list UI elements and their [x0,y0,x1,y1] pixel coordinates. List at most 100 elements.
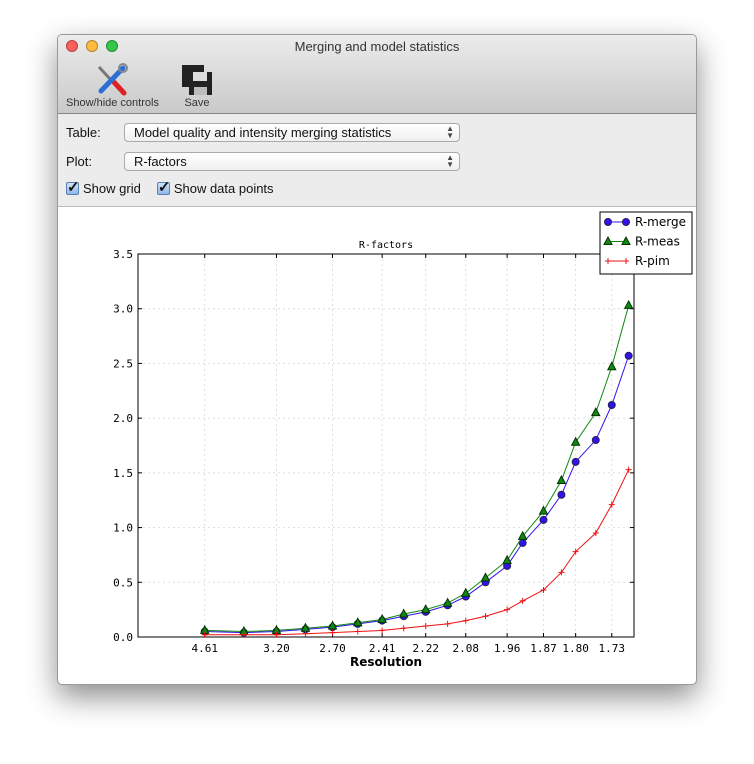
show-data-points-checkbox[interactable]: Show data points [156,178,274,196]
data-point-r-meas [538,505,549,515]
data-point-r-merge [539,515,548,524]
data-point-r-pim [354,628,361,635]
data-point-r-merge [607,401,616,410]
data-point-r-meas [460,587,471,597]
show-data-points-label: Show data points [173,181,274,196]
data-point-r-merge [591,436,600,445]
data-point-r-pim [519,597,526,604]
data-point-r-pim [625,466,632,473]
legend-marker-r-pim [605,258,611,264]
plot-frame [137,253,635,638]
data-point-r-meas [556,474,567,485]
data-point-r-pim [273,631,280,638]
show-hide-controls-button[interactable]: Show/hide controls [66,63,159,109]
data-point-r-pim [558,569,565,576]
data-point-r-pim [379,627,386,634]
y-tick-label: 3.0 [113,303,133,316]
y-tick-label: 1.0 [113,522,133,535]
data-point-r-meas [623,299,634,309]
x-tick-label: 1.73 [599,642,626,655]
series-line-r-pim [204,469,630,636]
table-label: Table: [66,124,101,140]
data-point-r-meas [398,608,409,618]
title-bar: Merging and model statistics Show/hide c… [58,35,696,114]
data-point-r-meas [606,361,617,371]
show-grid-checkbox[interactable]: Show grid [66,178,141,196]
y-tick-label: 2.5 [113,357,133,370]
data-point-r-pim [240,631,247,638]
data-point-r-meas [517,530,528,540]
x-tick-label: 2.70 [319,642,346,655]
legend-marker-r-meas [603,235,613,245]
legend-marker-r-pim [623,258,629,264]
data-point-r-pim [504,606,511,613]
data-point-r-pim [540,586,547,593]
data-point-r-pim [462,617,469,624]
updown-arrows-icon: ▲ ▼ [446,152,454,169]
legend-label: R-merge [635,215,686,229]
plot-label: Plot: [66,153,93,169]
show-grid-label: Show grid [83,181,141,196]
controls-panel: Table: Model quality and intensity mergi… [58,114,696,207]
y-tick-label: 0.0 [113,631,133,644]
data-point-r-meas [502,554,512,564]
checkbox-checked-icon [156,178,170,196]
data-point-r-meas [420,604,431,614]
y-tick-label: 3.5 [113,248,133,261]
x-tick-label: 2.08 [453,642,480,655]
save-button[interactable]: Save [180,63,214,109]
legend-label: R-meas [635,235,680,249]
legend-label: R-pim [635,254,670,268]
tools-icon [66,63,159,97]
data-point-r-merge [571,457,580,466]
data-point-r-meas [352,617,363,627]
table-select[interactable]: Model quality and intensity merging stat… [124,122,460,142]
x-tick-label: 1.80 [562,642,589,655]
data-point-r-pim [400,625,407,632]
y-tick-label: 2.0 [113,412,133,425]
data-point-r-meas [570,436,581,446]
data-point-r-meas [442,597,453,607]
updown-arrows-icon: ▲ ▼ [446,123,454,140]
y-tick-label: 0.5 [113,576,133,589]
x-tick-label: 4.61 [191,642,218,655]
data-point-r-meas [480,572,491,582]
x-tick-label: 2.41 [369,642,396,655]
window-title: Merging and model statistics [294,39,460,54]
data-point-r-pim [422,623,429,630]
plot-select-value: R-factors [134,153,187,169]
close-button[interactable] [66,40,78,52]
x-tick-label: 1.96 [494,642,521,655]
x-tick-label: 1.87 [530,642,557,655]
data-point-r-meas [327,620,338,630]
data-point-r-pim [329,629,336,636]
minimize-button[interactable] [86,40,98,52]
data-point-r-pim [201,631,208,638]
data-point-r-pim [572,548,579,555]
app-window: Merging and model statistics Show/hide c… [57,34,697,685]
table-select-value: Model quality and intensity merging stat… [134,124,392,140]
data-point-r-pim [482,613,489,620]
chart-title: R-factors [359,240,413,251]
series-line-r-meas [204,305,630,633]
chart-area: R-factors Resolution 0.0 0.5 1.0 1.5 2.0 2.5 3… [58,206,696,684]
data-point-r-pim [608,501,615,508]
y-tick-label: 1.5 [113,467,133,480]
x-axis-label: Resolution [350,655,422,669]
data-point-r-merge [624,351,633,360]
legend: R-merge R-meas R-pim [599,211,693,275]
plot-select[interactable]: R-factors ▲ ▼ [124,151,460,171]
zoom-button[interactable] [106,40,118,52]
legend-marker-r-meas [621,235,631,245]
data-point-r-merge [557,490,566,499]
save-label: Save [184,97,210,109]
data-point-r-meas [590,407,601,417]
show-hide-label: Show/hide controls [66,97,159,109]
series-line-r-merge [204,355,630,634]
x-tick-label: 3.20 [263,642,290,655]
x-tick-label: 2.22 [412,642,439,655]
legend-marker-r-merge [604,218,612,226]
data-point-r-pim [444,620,451,627]
r-factors-chart: R-factors Resolution 0.0 0.5 1.0 1.5 2.0 2.5 3… [113,211,693,669]
data-point-r-meas [377,613,387,623]
